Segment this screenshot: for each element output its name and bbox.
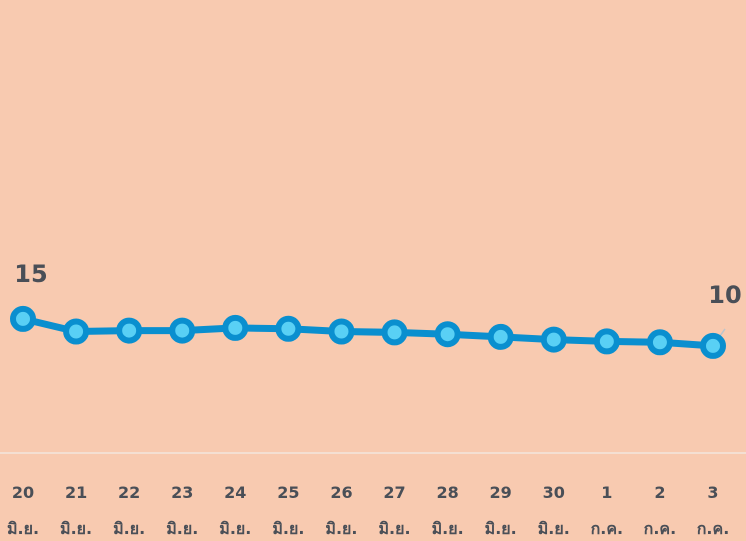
data-point [63,318,90,345]
x-tick-day-label: 23 [171,483,193,502]
x-tick-month-label: ก.ค. [644,519,677,538]
data-point [222,314,249,341]
first-data-label: 15 [14,260,47,288]
x-tick-month-label: มิ.ย. [272,519,304,538]
x-tick-month-label: มิ.ย. [378,519,410,538]
data-point [116,317,143,344]
data-points [10,305,726,359]
data-point [646,329,673,356]
x-tick-month-label: มิ.ย. [166,519,198,538]
data-point [487,323,514,350]
x-tick-day-label: 24 [224,483,246,502]
x-tick-day-label: 30 [543,483,565,502]
x-tick-day-label: 22 [118,483,140,502]
data-point [275,315,302,342]
x-tick-month-label: มิ.ย. [113,519,145,538]
data-point [10,305,36,332]
x-tick-month-label: มิ.ย. [60,519,92,538]
x-tick-month-label: ก.ค. [697,519,730,538]
data-point [700,332,726,359]
data-point [328,318,355,345]
x-tick-month-label: มิ.ย. [485,519,517,538]
x-tick-day-label: 27 [383,483,405,502]
x-tick-day-label: 1 [601,483,612,502]
x-tick-day-label: 26 [330,483,352,502]
x-tick-day-label: 28 [436,483,458,502]
data-point [381,319,408,346]
x-axis-ticks: 20มิ.ย.21มิ.ย.22มิ.ย.23มิ.ย.24มิ.ย.25มิ.… [7,483,729,538]
data-point [169,317,196,344]
x-tick-month-label: มิ.ย. [7,519,39,538]
x-tick-month-label: มิ.ย. [538,519,570,538]
x-tick-month-label: ก.ค. [591,519,624,538]
x-tick-day-label: 2 [654,483,665,502]
x-tick-day-label: 29 [490,483,512,502]
x-tick-day-label: 20 [12,483,34,502]
x-tick-day-label: 25 [277,483,299,502]
x-tick-month-label: มิ.ย. [219,519,251,538]
x-tick-day-label: 3 [707,483,718,502]
x-tick-month-label: มิ.ย. [325,519,357,538]
data-point [593,328,620,355]
data-point [540,326,567,353]
x-tick-day-label: 21 [65,483,87,502]
data-point [434,321,461,348]
x-tick-month-label: มิ.ย. [432,519,464,538]
last-data-label: 10 [708,281,741,309]
